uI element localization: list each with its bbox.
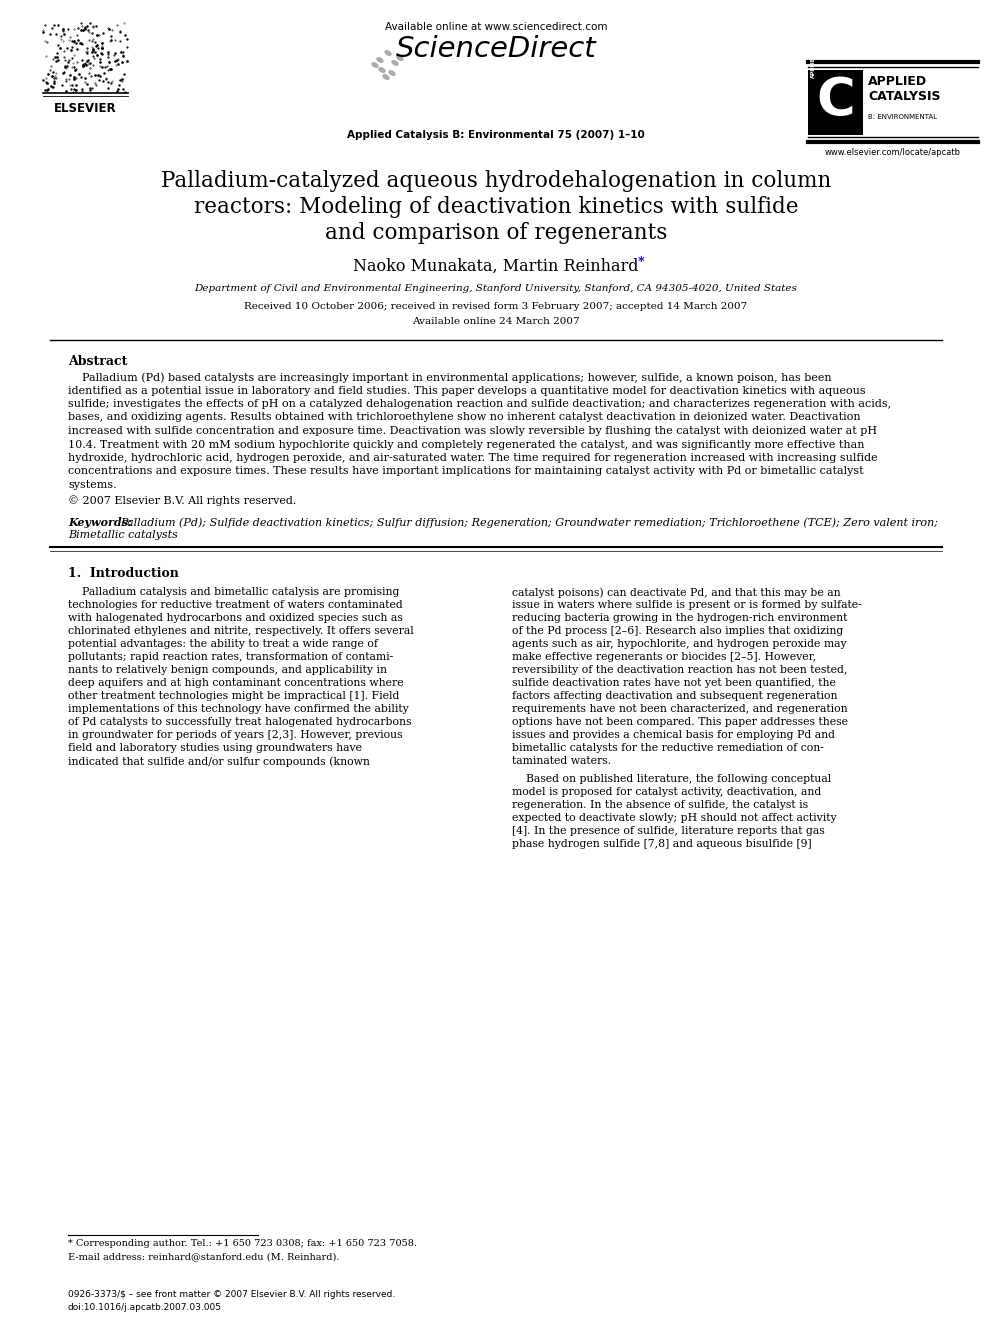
Text: Available online 24 March 2007: Available online 24 March 2007 (413, 318, 579, 325)
Text: bimetallic catalysts for the reductive remediation of con-: bimetallic catalysts for the reductive r… (512, 744, 824, 753)
Text: technologies for reductive treatment of waters contaminated: technologies for reductive treatment of … (68, 601, 403, 610)
Ellipse shape (382, 74, 390, 79)
Ellipse shape (371, 62, 379, 67)
Text: doi:10.1016/j.apcatb.2007.03.005: doi:10.1016/j.apcatb.2007.03.005 (68, 1303, 222, 1312)
Text: Received 10 October 2006; received in revised form 3 February 2007; accepted 14 : Received 10 October 2006; received in re… (244, 302, 748, 311)
Text: with halogenated hydrocarbons and oxidized species such as: with halogenated hydrocarbons and oxidiz… (68, 613, 403, 623)
Bar (808, 70, 863, 135)
Text: nants to relatively benign compounds, and applicability in: nants to relatively benign compounds, an… (68, 665, 387, 675)
Text: sulfide; investigates the effects of pH on a catalyzed dehalogenation reaction a: sulfide; investigates the effects of pH … (68, 400, 891, 409)
Text: options have not been compared. This paper addresses these: options have not been compared. This pap… (512, 717, 848, 728)
Text: chlorinated ethylenes and nitrite, respectively. It offers several: chlorinated ethylenes and nitrite, respe… (68, 626, 414, 636)
Text: systems.: systems. (68, 480, 117, 490)
Text: CATALYSIS: CATALYSIS (868, 90, 940, 103)
Text: sulfide deactivation rates have not yet been quantified, the: sulfide deactivation rates have not yet … (512, 677, 836, 688)
Text: www.elsevier.com/locate/apcatb: www.elsevier.com/locate/apcatb (825, 148, 961, 157)
Ellipse shape (376, 57, 384, 64)
Text: issue in waters where sulfide is present or is formed by sulfate-: issue in waters where sulfide is present… (512, 601, 862, 610)
Text: Available online at www.sciencedirect.com: Available online at www.sciencedirect.co… (385, 22, 607, 32)
Text: identified as a potential issue in laboratory and field studies. This paper deve: identified as a potential issue in labor… (68, 385, 866, 396)
Text: factors affecting deactivation and subsequent regeneration: factors affecting deactivation and subse… (512, 691, 837, 701)
Text: requirements have not been characterized, and regeneration: requirements have not been characterized… (512, 704, 847, 714)
Text: taminated waters.: taminated waters. (512, 755, 611, 766)
Text: of the Pd process [2–6]. Research also implies that oxidizing: of the Pd process [2–6]. Research also i… (512, 626, 843, 636)
Text: [4]. In the presence of sulfide, literature reports that gas: [4]. In the presence of sulfide, literat… (512, 826, 824, 836)
Text: bases, and oxidizing agents. Results obtained with trichloroethylene show no inh: bases, and oxidizing agents. Results obt… (68, 413, 861, 422)
Text: Naoko Munakata, Martin Reinhard: Naoko Munakata, Martin Reinhard (353, 258, 639, 275)
Text: APPLIED: APPLIED (868, 75, 928, 89)
Ellipse shape (391, 60, 399, 66)
Text: phase hydrogen sulfide [7,8] and aqueous bisulfide [9]: phase hydrogen sulfide [7,8] and aqueous… (512, 839, 811, 849)
Text: and comparison of regenerants: and comparison of regenerants (324, 222, 668, 243)
Text: potential advantages: the ability to treat a wide range of: potential advantages: the ability to tre… (68, 639, 378, 650)
Ellipse shape (384, 50, 392, 56)
Text: Bimetallic catalysts: Bimetallic catalysts (68, 531, 178, 540)
Text: ScienceDirect: ScienceDirect (396, 34, 596, 64)
Text: Based on published literature, the following conceptual: Based on published literature, the follo… (512, 774, 831, 785)
Text: C: C (816, 75, 855, 127)
Text: agents such as air, hypochlorite, and hydrogen peroxide may: agents such as air, hypochlorite, and hy… (512, 639, 846, 650)
Text: © 2007 Elsevier B.V. All rights reserved.: © 2007 Elsevier B.V. All rights reserved… (68, 496, 297, 507)
Text: deep aquifers and at high contaminant concentrations where: deep aquifers and at high contaminant co… (68, 677, 404, 688)
Text: regeneration. In the absence of sulfide, the catalyst is: regeneration. In the absence of sulfide,… (512, 800, 808, 810)
Text: reversibility of the deactivation reaction has not been tested,: reversibility of the deactivation reacti… (512, 665, 847, 675)
Text: 1.  Introduction: 1. Introduction (68, 568, 179, 579)
Text: Department of Civil and Environmental Engineering, Stanford University, Stanford: Department of Civil and Environmental En… (194, 284, 798, 292)
Text: hydroxide, hydrochloric acid, hydrogen peroxide, and air-saturated water. The ti: hydroxide, hydrochloric acid, hydrogen p… (68, 452, 878, 463)
Text: indicated that sulfide and/or sulfur compounds (known: indicated that sulfide and/or sulfur com… (68, 755, 370, 766)
Text: Applied Catalysis B: Environmental 75 (2007) 1–10: Applied Catalysis B: Environmental 75 (2… (347, 130, 645, 140)
Text: Abstract: Abstract (68, 355, 127, 368)
Text: *: * (638, 255, 645, 269)
Text: * Corresponding author. Tel.: +1 650 723 0308; fax: +1 650 723 7058.: * Corresponding author. Tel.: +1 650 723… (68, 1240, 417, 1248)
Text: B: ENVIRONMENTAL: B: ENVIRONMENTAL (868, 114, 937, 120)
Text: Palladium (Pd) based catalysts are increasingly important in environmental appli: Palladium (Pd) based catalysts are incre… (68, 372, 831, 382)
Text: issues and provides a chemical basis for employing Pd and: issues and provides a chemical basis for… (512, 730, 835, 740)
Text: implementations of this technology have confirmed the ability: implementations of this technology have … (68, 704, 409, 714)
Text: make effective regenerants or biocides [2–5]. However,: make effective regenerants or biocides [… (512, 652, 816, 662)
Text: 0926-3373/$ – see front matter © 2007 Elsevier B.V. All rights reserved.: 0926-3373/$ – see front matter © 2007 El… (68, 1290, 395, 1299)
Text: reactors: Modeling of deactivation kinetics with sulfide: reactors: Modeling of deactivation kinet… (193, 196, 799, 218)
Text: ELSEVIER: ELSEVIER (54, 102, 116, 115)
Text: Palladium-catalyzed aqueous hydrodehalogenation in column: Palladium-catalyzed aqueous hydrodehalog… (161, 169, 831, 192)
Text: pollutants; rapid reaction rates, transformation of contami-: pollutants; rapid reaction rates, transf… (68, 652, 393, 662)
Text: APPLIED: APPLIED (811, 52, 816, 78)
Text: catalyst poisons) can deactivate Pd, and that this may be an: catalyst poisons) can deactivate Pd, and… (512, 587, 840, 598)
Text: E-mail address: reinhard@stanford.edu (M. Reinhard).: E-mail address: reinhard@stanford.edu (M… (68, 1252, 339, 1261)
Text: Palladium catalysis and bimetallic catalysis are promising: Palladium catalysis and bimetallic catal… (68, 587, 400, 597)
Ellipse shape (397, 56, 404, 61)
Text: in groundwater for periods of years [2,3]. However, previous: in groundwater for periods of years [2,3… (68, 730, 403, 740)
Text: increased with sulfide concentration and exposure time. Deactivation was slowly : increased with sulfide concentration and… (68, 426, 877, 437)
Text: field and laboratory studies using groundwaters have: field and laboratory studies using groun… (68, 744, 362, 753)
Text: of Pd catalysts to successfully treat halogenated hydrocarbons: of Pd catalysts to successfully treat ha… (68, 717, 412, 728)
Text: model is proposed for catalyst activity, deactivation, and: model is proposed for catalyst activity,… (512, 787, 821, 796)
Ellipse shape (378, 67, 386, 73)
Text: 10.4. Treatment with 20 mM sodium hypochlorite quickly and completely regenerate: 10.4. Treatment with 20 mM sodium hypoch… (68, 439, 864, 450)
Text: expected to deactivate slowly; pH should not affect activity: expected to deactivate slowly; pH should… (512, 814, 836, 823)
Text: Keywords:: Keywords: (68, 517, 140, 528)
Text: Palladium (Pd); Sulfide deactivation kinetics; Sulfur diffusion; Regeneration; G: Palladium (Pd); Sulfide deactivation kin… (120, 517, 938, 528)
Ellipse shape (388, 70, 396, 75)
Text: other treatment technologies might be impractical [1]. Field: other treatment technologies might be im… (68, 691, 400, 701)
Text: reducing bacteria growing in the hydrogen-rich environment: reducing bacteria growing in the hydroge… (512, 613, 847, 623)
Text: concentrations and exposure times. These results have important implications for: concentrations and exposure times. These… (68, 467, 864, 476)
